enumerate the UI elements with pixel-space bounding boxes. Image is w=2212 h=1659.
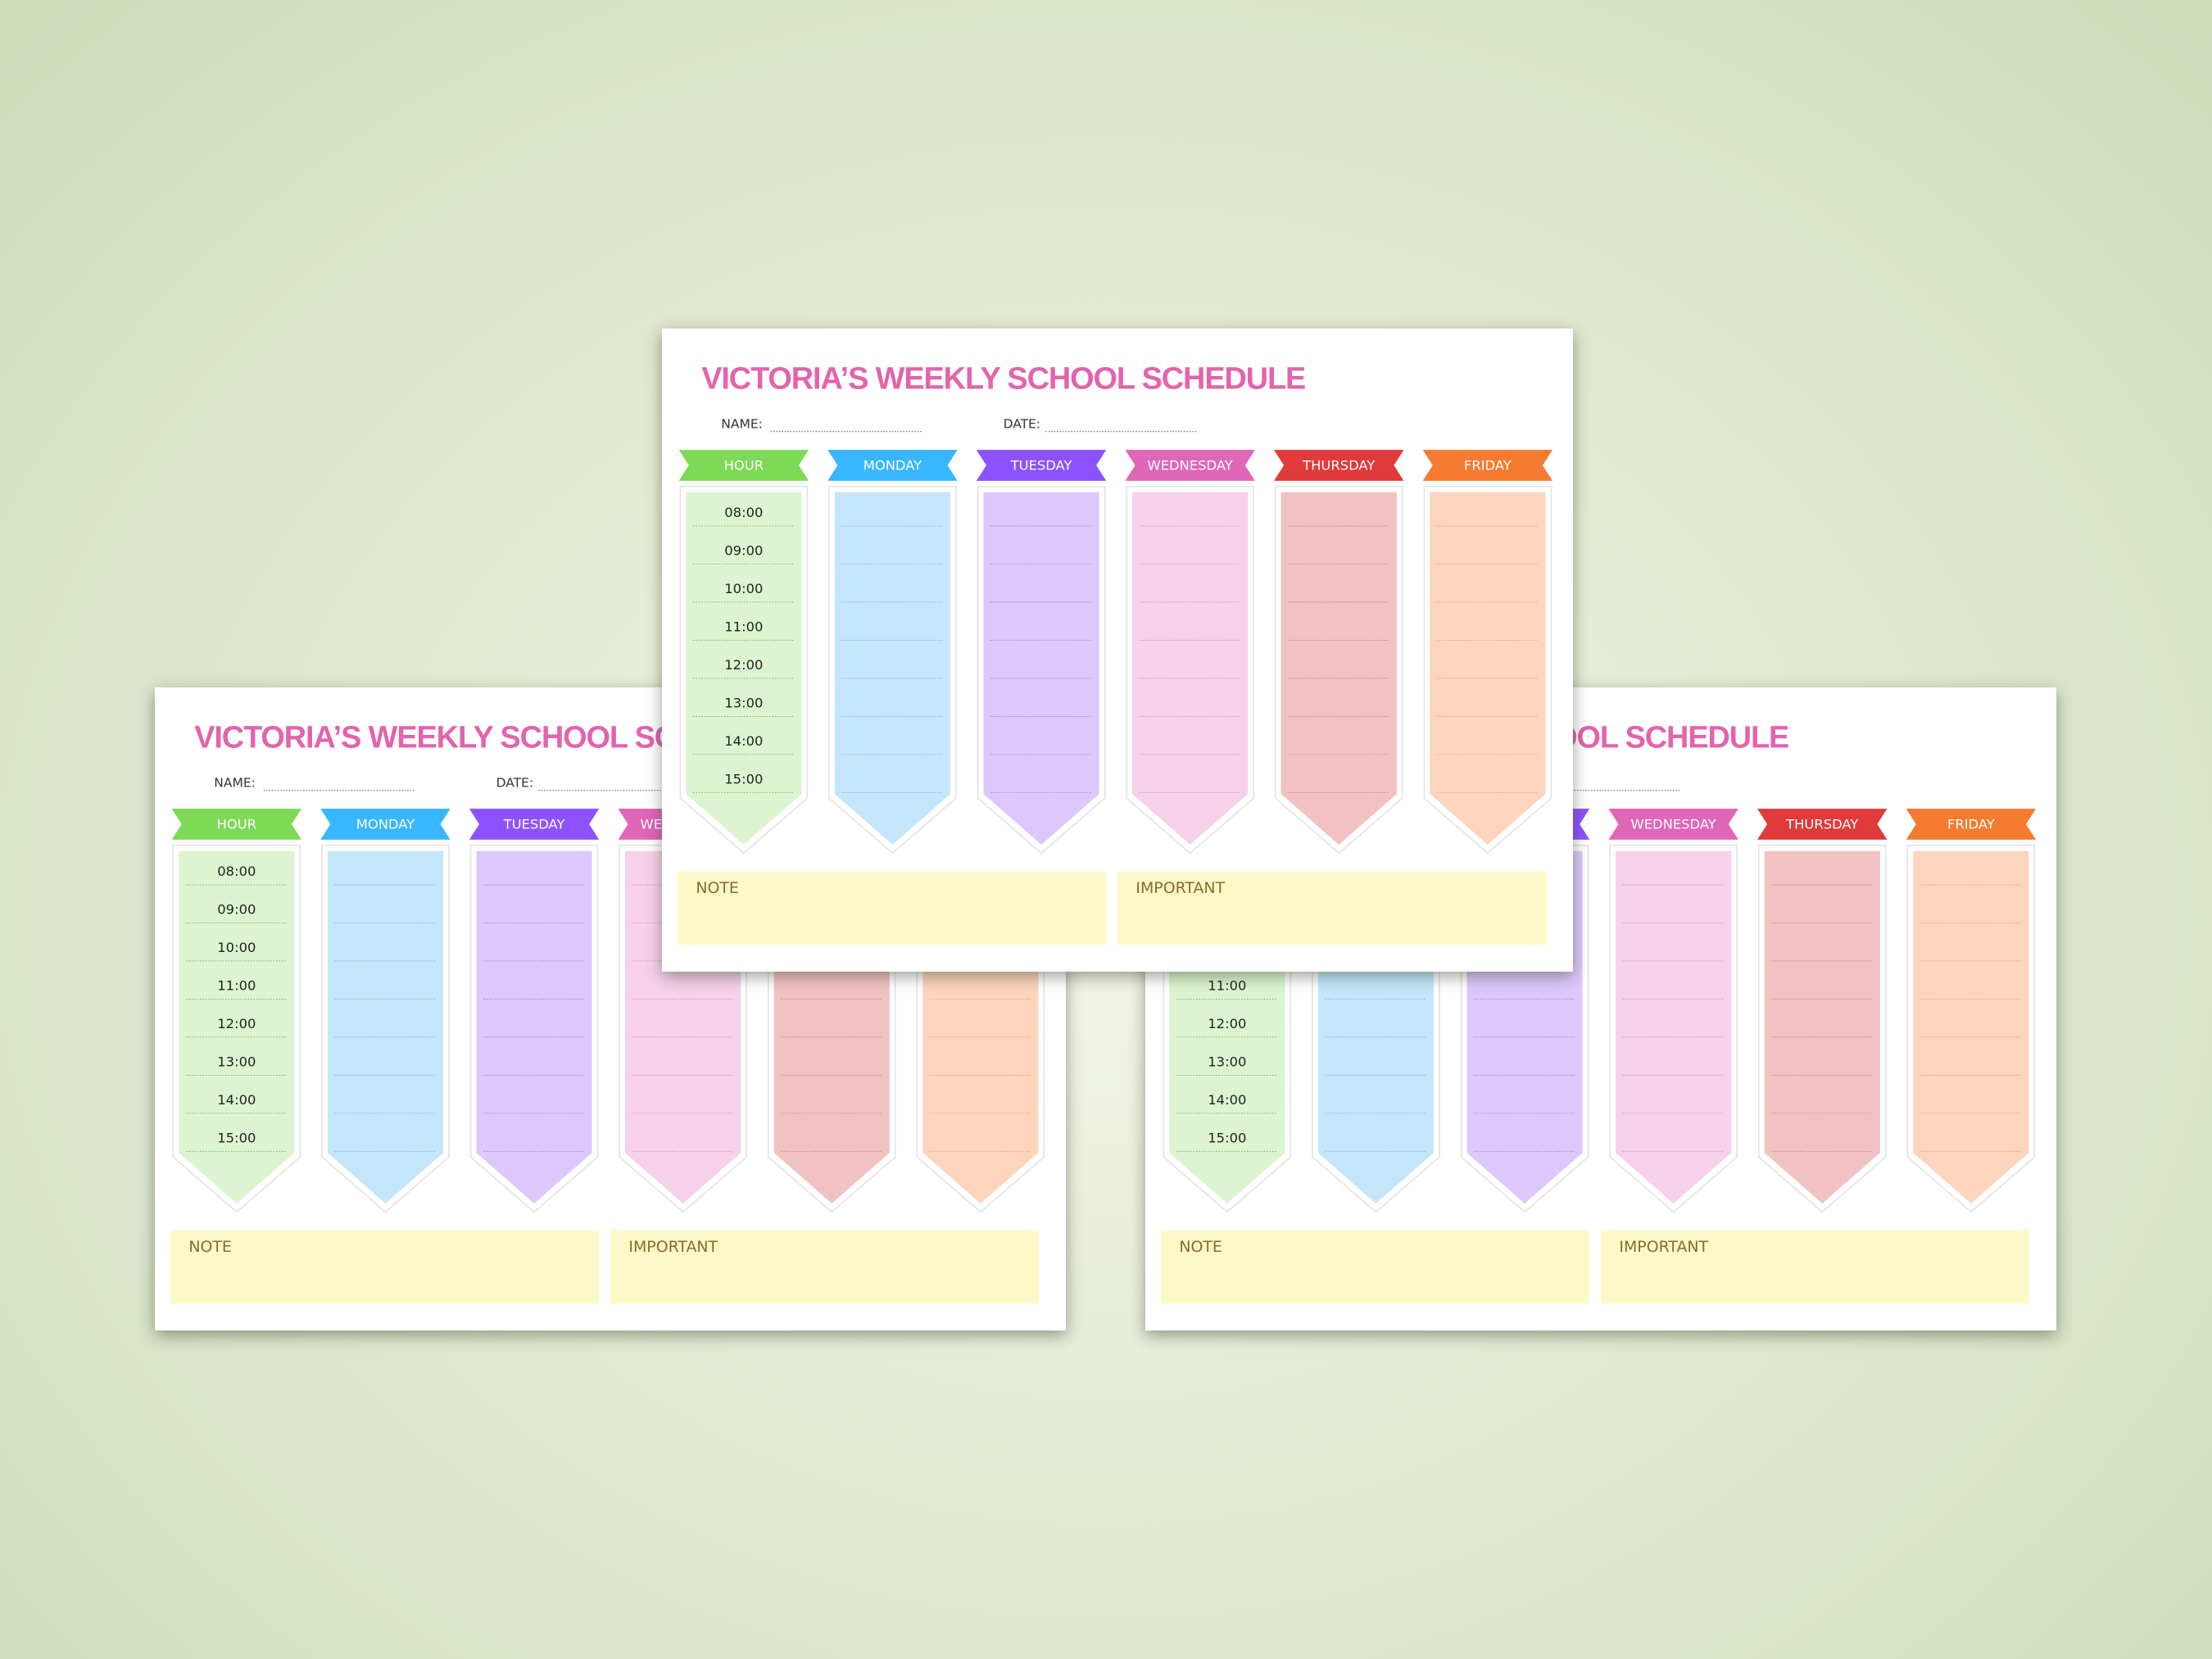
column-ribbon [1608,809,1738,840]
hour-label: 11:00 [724,619,763,634]
column-body [983,492,1099,845]
column-body [834,492,951,845]
column-header: TUESDAY [503,816,566,832]
sheet-art: VICTORIA’S WEEKLY SCHOOL SCHEDULE NAME: DA… [677,362,1553,945]
hour-label: 13:00 [1208,1054,1246,1069]
column-header: THURSDAY [1302,457,1376,473]
hour-label: 15:00 [724,771,763,786]
column-header: MONDAY [356,816,415,832]
column-body [1764,850,1880,1204]
column-header: WEDNESDAY [1631,816,1717,832]
column-ribbon [469,809,600,840]
date-label: DATE: [1004,417,1041,432]
hour-label: 14:00 [1208,1092,1246,1108]
note-label: NOTE [1179,1238,1222,1256]
hour-label: 10:00 [217,940,256,955]
hour-label: 11:00 [1208,977,1246,993]
title: VICTORIA’S WEEKLY SCHOOL SCHEDULE [701,362,1308,397]
column-body [179,850,295,1204]
date-label: DATE: [496,776,534,791]
column-body [1132,492,1249,845]
hour-label: 12:00 [1208,1016,1246,1031]
column-body [1281,492,1397,845]
schedule-sheet: VICTORIA’S WEEKLY SCHOOL SCHEDULE NAME: DA… [662,329,1573,972]
hour-label: 14:00 [724,733,763,749]
note-label: NOTE [188,1238,232,1256]
important-box [610,1230,1040,1304]
column-body [1913,850,2029,1204]
note-box [677,871,1107,945]
hour-label: 12:00 [217,1016,256,1031]
column-header: TUESDAY [1010,457,1073,473]
hour-label: 13:00 [217,1054,256,1069]
note-box [1160,1230,1590,1304]
column-ribbon [1757,809,1888,840]
hour-label: 14:00 [217,1092,256,1108]
hour-label: 12:00 [724,657,763,673]
column-header: FRIDAY [1947,816,1996,832]
hour-label: 13:00 [724,695,763,710]
name-label: NAME: [214,776,256,791]
column-body [1430,492,1546,845]
column-ribbon [320,809,451,840]
column-ribbon [1422,450,1553,481]
column-ribbon [678,450,809,481]
important-label: IMPORTANT [628,1238,718,1256]
hour-label: 10:00 [724,581,763,596]
column-ribbon [1125,450,1255,481]
column-header: WEDNESDAY [1148,457,1234,473]
hour-label: 08:00 [217,863,256,879]
note-label: NOTE [696,879,739,897]
name-label: NAME: [721,417,763,432]
column-ribbon [827,450,958,481]
hour-label: 15:00 [217,1130,256,1145]
hour-label: 08:00 [724,505,763,520]
important-label: IMPORTANT [1619,1238,1708,1256]
column-header: THURSDAY [1785,816,1859,832]
column-ribbon [171,809,302,840]
column-body [476,850,592,1204]
column-body [327,850,444,1204]
column-ribbon [976,450,1107,481]
column-header: HOUR [217,816,256,832]
hour-label: 09:00 [724,543,763,559]
column-ribbon [1274,450,1404,481]
important-box [1601,1230,2030,1304]
hour-label: 15:00 [1208,1130,1246,1145]
hour-label: 09:00 [217,902,256,918]
column-header: FRIDAY [1464,457,1512,473]
column-body [1616,850,1732,1204]
important-box [1117,871,1547,945]
column-header: MONDAY [863,457,922,473]
column-header: HOUR [724,457,764,473]
column-ribbon [1906,809,2037,840]
hour-label: 11:00 [217,977,256,993]
note-box [170,1230,600,1304]
important-label: IMPORTANT [1135,879,1225,897]
column-body [686,492,802,845]
